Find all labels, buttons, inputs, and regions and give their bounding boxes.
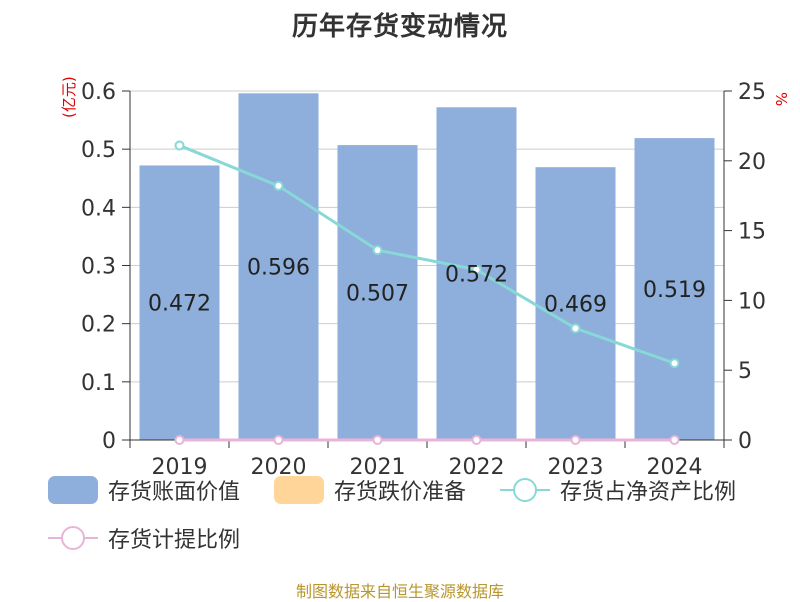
- bar-value-label-2019: 0.472: [148, 292, 211, 317]
- right-tick-label: 25: [738, 80, 766, 105]
- legend-label-book-value: 存货账面价值: [108, 480, 241, 505]
- bar-value-label-2021: 0.507: [346, 282, 409, 307]
- grid-layer: [130, 90, 724, 383]
- legend-item-net-asset-ratio[interactable]: 存货占净资产比例: [500, 474, 736, 506]
- left-tick-label: 0: [102, 429, 116, 454]
- bar-2023: [535, 167, 616, 440]
- chart-title: 历年存货变动情况: [291, 12, 508, 42]
- lines-layer: [174, 140, 680, 445]
- bar-value-label-2023: 0.469: [544, 293, 607, 318]
- x-tick-label-2024: 2024: [647, 455, 703, 480]
- bar-2021: [337, 145, 418, 440]
- provision-ratio-point-2023: [570, 435, 581, 445]
- net-asset-ratio-point-2019: [174, 140, 185, 151]
- source-note: 制图数据来自恒生聚源数据库: [295, 582, 504, 601]
- legend-label-provision: 存货跌价准备: [334, 480, 467, 505]
- legend-label-net-asset-ratio: 存货占净资产比例: [560, 480, 737, 505]
- net-asset-ratio-point-2021: [372, 245, 383, 256]
- bar-value-label-2022: 0.572: [445, 263, 508, 288]
- bar-2020: [238, 93, 319, 441]
- bars-layer: [139, 93, 715, 441]
- legend-label-provision-ratio: 存货计提比例: [108, 528, 241, 553]
- net-asset-ratio-point-2024: [669, 358, 680, 369]
- net-asset-ratio-point-2023: [570, 323, 581, 334]
- bar-2019: [139, 165, 220, 440]
- x-tick-label-2019: 2019: [152, 455, 208, 480]
- bar-2024: [634, 138, 715, 441]
- right-tick-label: 10: [738, 289, 766, 314]
- left-tick-label: 0.5: [81, 138, 116, 163]
- x-tick-label-2022: 2022: [449, 455, 505, 480]
- left-tick-label: 0.2: [81, 313, 116, 338]
- x-tick-label-2020: 2020: [251, 455, 307, 480]
- right-axis-unit: %: [772, 92, 790, 107]
- provision-ratio-point-2022: [471, 435, 482, 445]
- provision-ratio-point-2019: [174, 435, 185, 445]
- provision-ratio-point-2020: [273, 435, 284, 445]
- left-tick-label: 0.4: [81, 196, 116, 221]
- legend-item-book-value[interactable]: 存货账面价值: [48, 474, 240, 506]
- legend-item-provision-ratio[interactable]: 存货计提比例: [48, 522, 240, 554]
- left-axis-unit: (亿元): [60, 76, 78, 118]
- legend-swatch-provision: [274, 476, 324, 504]
- legend-swatch-net-asset-ratio: [500, 478, 550, 502]
- bar-value-label-2020: 0.596: [247, 256, 310, 281]
- right-tick-label: 20: [738, 150, 766, 175]
- right-tick-label: 5: [738, 359, 752, 384]
- x-tick-label-2021: 2021: [350, 455, 406, 480]
- labels-layer: 0.472 0.596 0.507 0.572 0.469 0.519: [148, 256, 706, 318]
- legend-swatch-provision-ratio: [48, 526, 98, 550]
- bar-value-label-2024: 0.519: [643, 278, 706, 303]
- net-asset-ratio-point-2022: [471, 264, 482, 275]
- right-tick-label: 0: [738, 429, 752, 454]
- provision-ratio-point-2024: [669, 435, 680, 445]
- right-tick-label: 15: [738, 220, 766, 245]
- left-tick-label: 0.3: [81, 255, 116, 280]
- net-asset-ratio-point-2020: [273, 180, 284, 191]
- legend-item-provision[interactable]: 存货跌价准备: [274, 474, 466, 506]
- provision-ratio-point-2021: [372, 435, 383, 445]
- legend-swatch-book-value: [48, 476, 98, 504]
- axes-layer: 0 0.1 0.2 0.3 0.4 0.5 0.6 0 5 10 15 20 25 2019 2020 202…: [81, 80, 766, 480]
- left-tick-label: 0.6: [81, 80, 116, 105]
- left-tick-label: 0.1: [81, 371, 116, 396]
- x-tick-label-2023: 2023: [548, 455, 604, 480]
- net-asset-ratio-line: [178, 144, 675, 365]
